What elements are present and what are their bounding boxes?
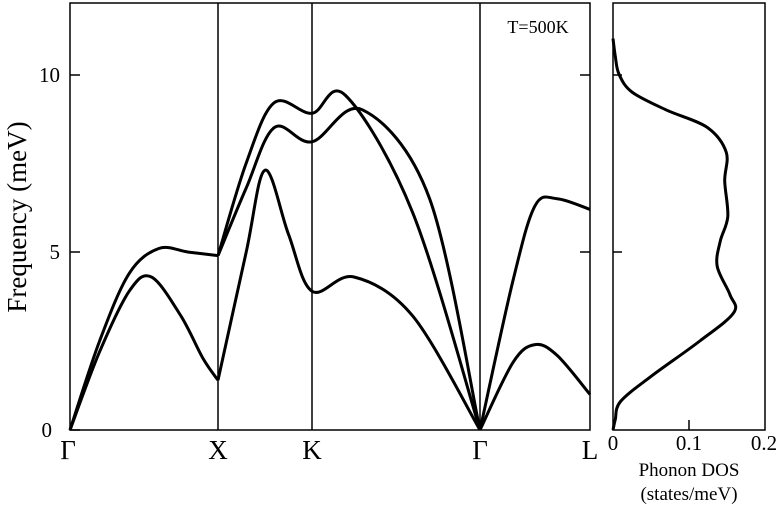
dispersion-branch-2 [68,245,219,431]
dispersion-panel: 0 5 10 Frequency (meV) Γ X K Γ L T=500K [2,2,599,465]
dispersion-branch-4 [216,106,482,431]
dos-axis-title-line2: (states/meV) [640,484,737,505]
temperature-annotation: T=500K [507,17,568,37]
kpoint-label-l: L [582,435,599,465]
ytick-label-5: 5 [50,240,61,264]
y-axis-title: Frequency (meV) [2,121,32,312]
dispersion-branch-1 [68,274,220,431]
kpoint-label-k: K [302,435,322,465]
dispersion-branch-6 [478,342,592,431]
kpoint-label-x: X [208,435,228,465]
ytick-label-0: 0 [42,418,53,442]
dispersion-branch-7 [478,195,591,431]
dos-xtick-label-0.2: 0.2 [751,431,777,455]
dos-xtick-label-0: 0 [608,431,619,455]
dispersion-branch-5 [216,89,482,431]
dos-curve-group [611,38,738,431]
dispersion-frame [69,2,591,431]
kpoint-label-gamma-1: Γ [60,435,76,465]
kpoint-label-gamma-2: Γ [472,435,488,465]
ytick-label-10: 10 [39,63,60,87]
dispersion-branch-3 [216,168,482,431]
dos-panel: 0 0.1 0.2 Phonon DOS (states/meV) [608,2,777,505]
dispersion-curves [68,89,592,431]
dos-xtick-label-0.1: 0.1 [676,431,702,455]
dos-frame [612,2,766,431]
dos-axis-title-line1: Phonon DOS [639,460,740,481]
dos-line-1 [611,38,738,431]
